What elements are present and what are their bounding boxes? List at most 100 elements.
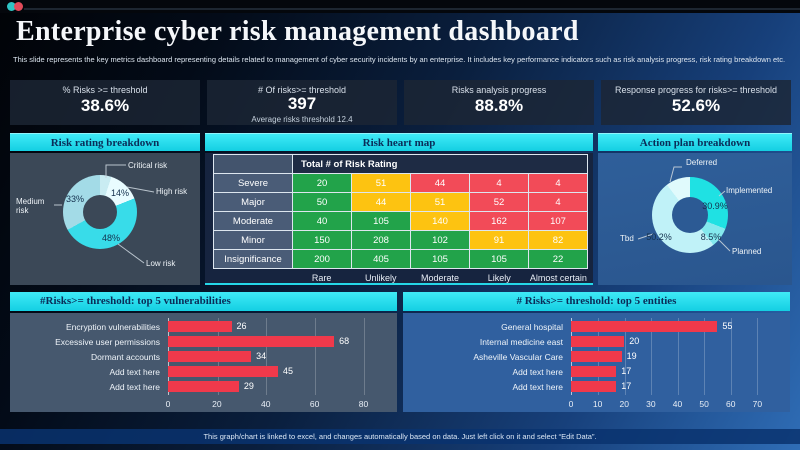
axis-tick-label: 20	[212, 399, 222, 409]
axis-tick-label: 70	[752, 399, 763, 409]
heatmap-cell: 162	[470, 212, 528, 230]
kpi-card-risks-pct: % Risks >= threshold 38.6%	[10, 80, 200, 125]
heatmap-row-label: Severe	[214, 174, 292, 192]
heatmap-cell: 105	[352, 212, 410, 230]
gridline	[730, 318, 732, 395]
slice-label-tbd: Tbd	[620, 234, 634, 243]
axis-tick-label: 40	[672, 399, 683, 409]
axis-tick-label: 60	[309, 399, 320, 409]
bar-value-label: 17	[621, 366, 632, 376]
chart-rows: Encryption vulnerabilities 26 Excessive us…	[10, 319, 383, 394]
bar-track: 55	[571, 321, 776, 332]
top5-entities-panel: General hospital 55 Internal medicine east…	[403, 313, 790, 412]
heatmap-cell: 51	[352, 174, 410, 192]
section-header-action-plan: Action plan breakdown	[598, 133, 792, 151]
kpi-value: 38.6%	[80, 96, 130, 115]
heatmap-cell: 105	[411, 250, 469, 268]
donut-hole	[672, 197, 708, 233]
bar	[571, 381, 617, 392]
axis-tick-label: 20	[619, 399, 629, 409]
bar-category-label: General hospital	[501, 321, 563, 332]
bar-track: 68	[168, 336, 383, 347]
slice-label-low-risk: Low risk	[146, 259, 176, 268]
chart-x-axis: 0 20 40 60 80	[166, 399, 383, 411]
gridline	[266, 318, 268, 395]
bar-category-label: Add text here	[109, 366, 160, 377]
bar	[571, 321, 718, 332]
axis-tick-label: 0	[568, 399, 574, 409]
bar-row: Add text here 17	[403, 379, 776, 394]
heatmap-column-label: Almost certain	[529, 273, 587, 283]
top5-vulnerabilities-panel: Encryption vulnerabilities 26 Excessive us…	[10, 313, 397, 412]
axis-tick-label: 60	[726, 399, 736, 409]
axis-tick-label: 80	[358, 399, 369, 409]
donut-hole	[83, 195, 117, 229]
gridline	[363, 318, 365, 395]
section-header-top5-vulnerabilities: #Risks>= threshold: top 5 vulnerabilitie…	[10, 292, 397, 311]
bar-row: General hospital 55	[403, 319, 776, 334]
heatmap-column-label: Rare	[311, 273, 332, 283]
bar-track: 17	[571, 366, 776, 377]
heatmap-row-label: Major	[214, 193, 292, 211]
bar-row: Internal medicine east 20	[403, 334, 776, 349]
axis-tick-label: 30	[646, 399, 656, 409]
heatmap-column-label: Unlikely	[365, 273, 397, 283]
bar-track: 17	[571, 381, 776, 392]
bar-value-label: 34	[256, 351, 267, 361]
slice-pct-planned: 8.5%	[700, 232, 722, 242]
risk-heatmap-table[interactable]: Total # of Risk Rating Severe 20 51 44 4 4 Majo…	[213, 154, 588, 269]
slice-pct-medium: 33%	[65, 194, 84, 204]
slice-label-deferred: Deferred	[686, 158, 718, 167]
heatmap-column-label: Likely	[487, 273, 511, 283]
kpi-sublabel: Average risks threshold 12.4	[251, 115, 353, 124]
bar	[168, 321, 232, 332]
heat-map-panel: Total # of Risk Rating Severe 20 51 44 4 4 Majo…	[205, 153, 593, 285]
risk-rating-donut-chart[interactable]	[63, 175, 137, 249]
heatmap-cell: 20	[293, 174, 351, 192]
slice-pct-tbd: 50.2%	[646, 232, 672, 242]
bar	[168, 366, 278, 377]
bar-value-label: 17	[621, 381, 632, 391]
heatmap-cell: 140	[411, 212, 469, 230]
kpi-card-analysis-progress: Risks analysis progress 88.8%	[404, 80, 594, 125]
section-header-risk-rating: Risk rating breakdown	[10, 133, 200, 151]
action-plan-donut-chart[interactable]	[652, 177, 728, 253]
bar-value-label: 29	[243, 381, 254, 391]
bar-category-label: Add text here	[512, 366, 563, 377]
bar	[571, 336, 625, 347]
chart-x-axis: 0 10 20 30 40 50 60 70	[568, 399, 776, 411]
heatmap-cell: 82	[529, 231, 587, 249]
bar	[571, 351, 622, 362]
slice-label-critical-risk: Critical risk	[128, 161, 168, 170]
bar-value-label: 55	[722, 321, 733, 331]
page-title: Enterprise cyber risk management dashboa…	[16, 16, 579, 47]
bar-category-label: Add text here	[109, 381, 160, 392]
footer-note: This graph/chart is linked to excel, and…	[0, 429, 800, 444]
bar-value-label: 19	[626, 351, 637, 361]
axis-tick-label: 10	[592, 399, 603, 409]
entities-bar-chart[interactable]: General hospital 55 Internal medicine east…	[403, 313, 790, 412]
slice-pct-high: 14%	[110, 188, 129, 198]
kpi-card-risk-count: # Of risks>= threshold 397 Average risks…	[207, 80, 397, 125]
axis-tick-label: 40	[260, 399, 271, 409]
chart-rows: General hospital 55 Internal medicine east…	[403, 319, 776, 394]
slice-label-medium-risk: Medium risk	[16, 197, 45, 215]
heatmap-column-label: Moderate	[420, 273, 460, 283]
red-dot-icon	[14, 2, 23, 11]
vulnerabilities-bar-chart[interactable]: Encryption vulnerabilities 26 Excessive us…	[10, 313, 397, 412]
section-header-top5-entities: # Risks>= threshold: top 5 entities	[403, 292, 790, 311]
slice-pct-implemented: 30.9%	[702, 201, 728, 211]
section-header-heat-map: Risk heart map	[205, 133, 593, 151]
bar-category-label: Asheville Vascular Care	[473, 351, 563, 362]
heatmap-cell: 107	[529, 212, 587, 230]
bar-value-label: 20	[629, 336, 640, 346]
bar-category-label: Encryption vulnerabilities	[65, 321, 160, 332]
heatmap-cell: 4	[529, 174, 587, 192]
bar-track: 26	[168, 321, 383, 332]
bar-row: Encryption vulnerabilities 26	[10, 319, 383, 334]
heatmap-row-label: Insignificance	[214, 250, 292, 268]
kpi-card-response-progress: Response progress for risks>= threshold …	[601, 80, 791, 125]
bar-track: 19	[571, 351, 776, 362]
gridline	[314, 318, 316, 395]
